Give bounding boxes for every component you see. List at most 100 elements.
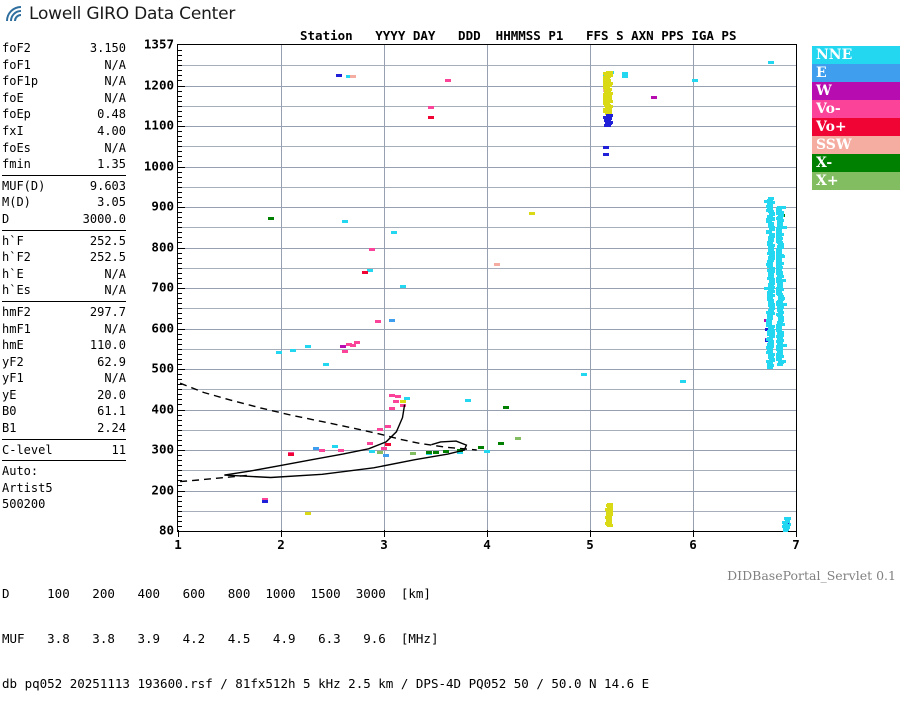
y-axis-tick-label: 500 (151, 361, 174, 376)
param-group-clevel: C-level 11 (2, 442, 126, 459)
legend-item-w[interactable]: W (812, 82, 900, 100)
autoscaler-info: Auto: Artist5 500200 (2, 463, 126, 513)
x-axis-tick (384, 530, 385, 537)
x-axis-tick (178, 530, 179, 537)
x-axis-tick-label: 7 (792, 537, 800, 552)
station-header-labels: Station YYYY DAY DDD HHMMSS P1 FFS S AXN… (300, 29, 737, 42)
param-key: MUF(D) (2, 178, 45, 195)
param-key: D (2, 211, 9, 228)
x-axis-tick (281, 530, 282, 537)
param-row: fmin 1.35 (2, 156, 126, 173)
legend-item-label: NNE (816, 47, 852, 63)
param-row: B0 61.1 (2, 403, 126, 420)
param-key: h`Es (2, 282, 31, 299)
param-row: fxI 4.00 (2, 123, 126, 140)
y-axis-tick-label: 1357 (144, 37, 174, 52)
param-row: h`F 252.5 (2, 233, 126, 250)
y-axis-tick-label: 300 (151, 442, 174, 457)
legend-item-label: Vo+ (816, 119, 847, 135)
x-axis-labels: 1234567 (0, 537, 900, 553)
param-divider-4 (2, 439, 126, 440)
y-axis-tick-label: 80 (159, 523, 174, 538)
giro-wave-logo-icon (4, 4, 26, 24)
y-axis-labels: 80 200 300 400 500 600 700 800 900 1000 1100 1200 13… (120, 40, 174, 540)
y-axis-tick-label: 700 (151, 280, 174, 295)
param-row: B1 2.24 (2, 420, 126, 437)
x-axis-tick (487, 530, 488, 537)
x-axis-tick-label: 6 (689, 537, 697, 552)
param-row: yF1 N/A (2, 370, 126, 387)
param-group-profile: hmF2 297.7 hmF1 N/A hmE 110.0 yF2 62.9 yF1 N/A yE 2… (2, 304, 126, 437)
param-key: hmF1 (2, 321, 31, 338)
ionogram-plot[interactable] (177, 44, 797, 532)
legend-item-x[interactable]: X+ (812, 172, 900, 190)
param-row: h`Es N/A (2, 282, 126, 299)
param-row: yE 20.0 (2, 387, 126, 404)
y-axis-tick-label: 900 (151, 199, 174, 214)
legend-item-nne[interactable]: NNE (812, 46, 900, 64)
param-row: foF1p N/A (2, 73, 126, 90)
param-row: D 3000.0 (2, 211, 126, 228)
legend-item-x[interactable]: X- (812, 154, 900, 172)
param-key: fmin (2, 156, 31, 173)
legend-item-vo[interactable]: Vo- (812, 100, 900, 118)
legend-item-label: E (816, 65, 827, 81)
x-axis-tick (796, 530, 797, 537)
direction-legend: NNE E W Vo- Vo+ SSW X- X+ (812, 46, 900, 190)
param-key: foF1p (2, 73, 38, 90)
y-axis-tick-label: 600 (151, 320, 174, 335)
brand-header: Lowell GIRO Data Center (4, 4, 235, 24)
param-key: foF2 (2, 40, 31, 57)
param-key: foF1 (2, 57, 31, 74)
param-key: foEp (2, 106, 31, 123)
legend-item-ssw[interactable]: SSW (812, 136, 900, 154)
parameter-panel: foF2 3.150 foF1 N/A foF1p N/A foE N/A foEp 0.48 fx… (2, 40, 126, 513)
param-key: B0 (2, 403, 16, 420)
y-axis-tick-label: 1200 (144, 77, 174, 92)
x-axis-tick-label: 3 (380, 537, 388, 552)
param-row: foF2 3.150 (2, 40, 126, 57)
profile-curves (178, 45, 796, 531)
param-key: M(D) (2, 194, 31, 211)
param-key: h`E (2, 266, 24, 283)
footer-muf-row: MUF 3.8 3.8 3.9 4.2 4.5 4.9 6.3 9.6 [MHz… (2, 631, 649, 646)
param-group-muf: MUF(D) 9.603 M(D) 3.05 D 3000.0 (2, 178, 126, 228)
brand-title: Lowell GIRO Data Center (29, 4, 235, 24)
x-axis-tick-label: 5 (586, 537, 594, 552)
param-row: foEs N/A (2, 140, 126, 157)
y-axis-tick-label: 400 (151, 401, 174, 416)
legend-item-e[interactable]: E (812, 64, 900, 82)
param-key: foEs (2, 140, 31, 157)
legend-item-label: SSW (816, 137, 852, 153)
param-row: M(D) 3.05 (2, 194, 126, 211)
param-row: hmF1 N/A (2, 321, 126, 338)
true-height-curve (224, 405, 404, 476)
param-divider-5 (2, 460, 126, 461)
y-axis-tick-label: 1000 (144, 158, 174, 173)
param-row: hmE 110.0 (2, 337, 126, 354)
param-row: foEp 0.48 (2, 106, 126, 123)
param-key: yF2 (2, 354, 24, 371)
true-height-curve (224, 441, 466, 477)
legend-item-label: X- (816, 155, 832, 171)
x-axis-tick-label: 2 (277, 537, 285, 552)
x-axis-tick (693, 530, 694, 537)
param-key: h`F (2, 233, 24, 250)
param-row: h`E N/A (2, 266, 126, 283)
param-row: foF1 N/A (2, 57, 126, 74)
param-divider-3 (2, 301, 126, 302)
y-axis-tick-label: 200 (151, 482, 174, 497)
footer-db-row: db pq052 20251113 193600.rsf / 81fx512h … (2, 676, 649, 691)
param-key: C-level (2, 442, 53, 459)
param-key: yF1 (2, 370, 24, 387)
footer-info: D 100 200 400 600 800 1000 1500 3000 [km… (2, 556, 649, 706)
y-axis-tick (178, 531, 185, 532)
param-key: hmE (2, 337, 24, 354)
x-axis-tick-label: 4 (483, 537, 491, 552)
param-divider-2 (2, 230, 126, 231)
legend-item-label: X+ (816, 173, 839, 189)
y-axis-tick-label: 1100 (144, 118, 174, 133)
param-key: foE (2, 90, 24, 107)
legend-item-vo[interactable]: Vo+ (812, 118, 900, 136)
y-axis-tick-label: 800 (151, 239, 174, 254)
